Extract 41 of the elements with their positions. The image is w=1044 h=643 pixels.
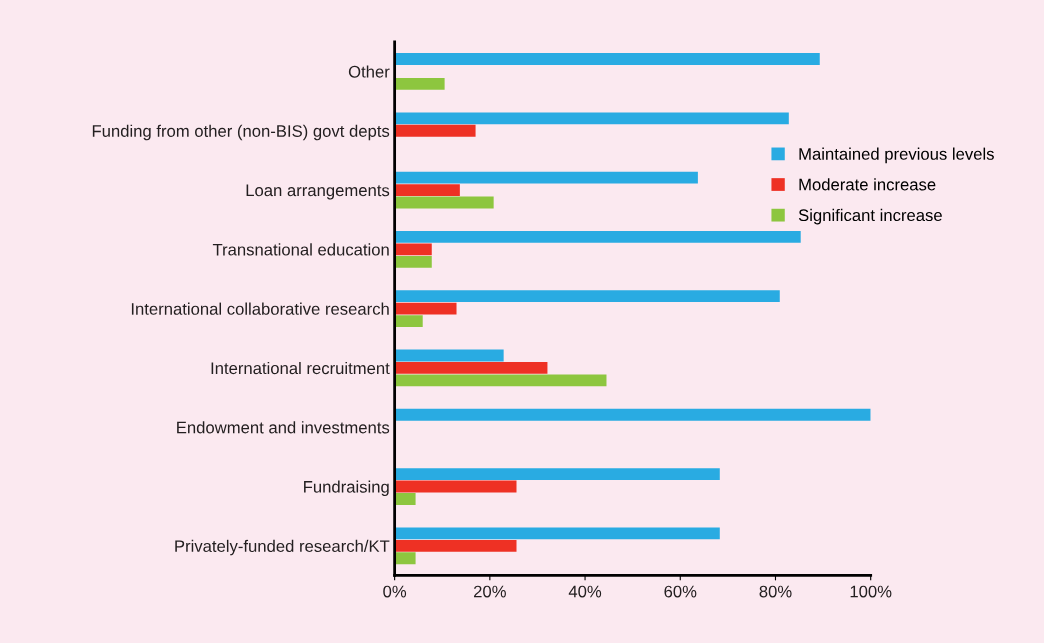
bar — [394, 230, 801, 243]
bar — [394, 480, 517, 493]
x-tick-label: 20% — [474, 585, 506, 598]
bar — [394, 171, 698, 184]
x-tick-label: 0% — [383, 585, 407, 598]
y-tick-label: International recruitment — [211, 361, 390, 375]
y-tick-label: Privately-funded research/KT — [175, 539, 390, 556]
bar — [394, 408, 871, 421]
y-tick-label: Funding from other (non-BIS) govt depts — [92, 124, 390, 141]
bar — [394, 552, 416, 565]
bar — [394, 124, 476, 137]
bar — [394, 243, 432, 256]
bar — [394, 539, 517, 552]
bar — [394, 468, 720, 480]
bar — [394, 290, 780, 303]
bar — [394, 77, 445, 90]
x-tick-label: 40% — [568, 585, 602, 598]
bar — [394, 493, 416, 505]
bar — [394, 374, 607, 387]
legend-label: Maintained previous levels — [799, 147, 994, 164]
bar — [394, 315, 423, 328]
bar — [394, 184, 460, 196]
bar — [394, 349, 504, 362]
bar — [394, 527, 720, 540]
y-tick-label: Other — [348, 65, 390, 78]
legend-label: Significant increase — [798, 208, 942, 225]
y-tick-label: International collaborative research — [131, 302, 389, 315]
bar — [394, 53, 820, 65]
y-tick-label: Fundraising — [304, 480, 389, 497]
bar — [394, 362, 548, 374]
x-tick-label: 100% — [850, 585, 892, 598]
y-tick-label: Loan arrangements — [246, 184, 390, 200]
x-tick-label: 60% — [664, 585, 697, 598]
bar — [394, 196, 494, 209]
y-tick-label: Endowment and investments — [177, 421, 390, 434]
bar — [394, 112, 789, 125]
x-tick-label: 80% — [759, 585, 792, 598]
y-tick-label: Transnational education — [212, 243, 389, 256]
bar — [394, 255, 432, 268]
bar — [394, 302, 457, 315]
legend-label: Moderate increase — [799, 178, 936, 191]
